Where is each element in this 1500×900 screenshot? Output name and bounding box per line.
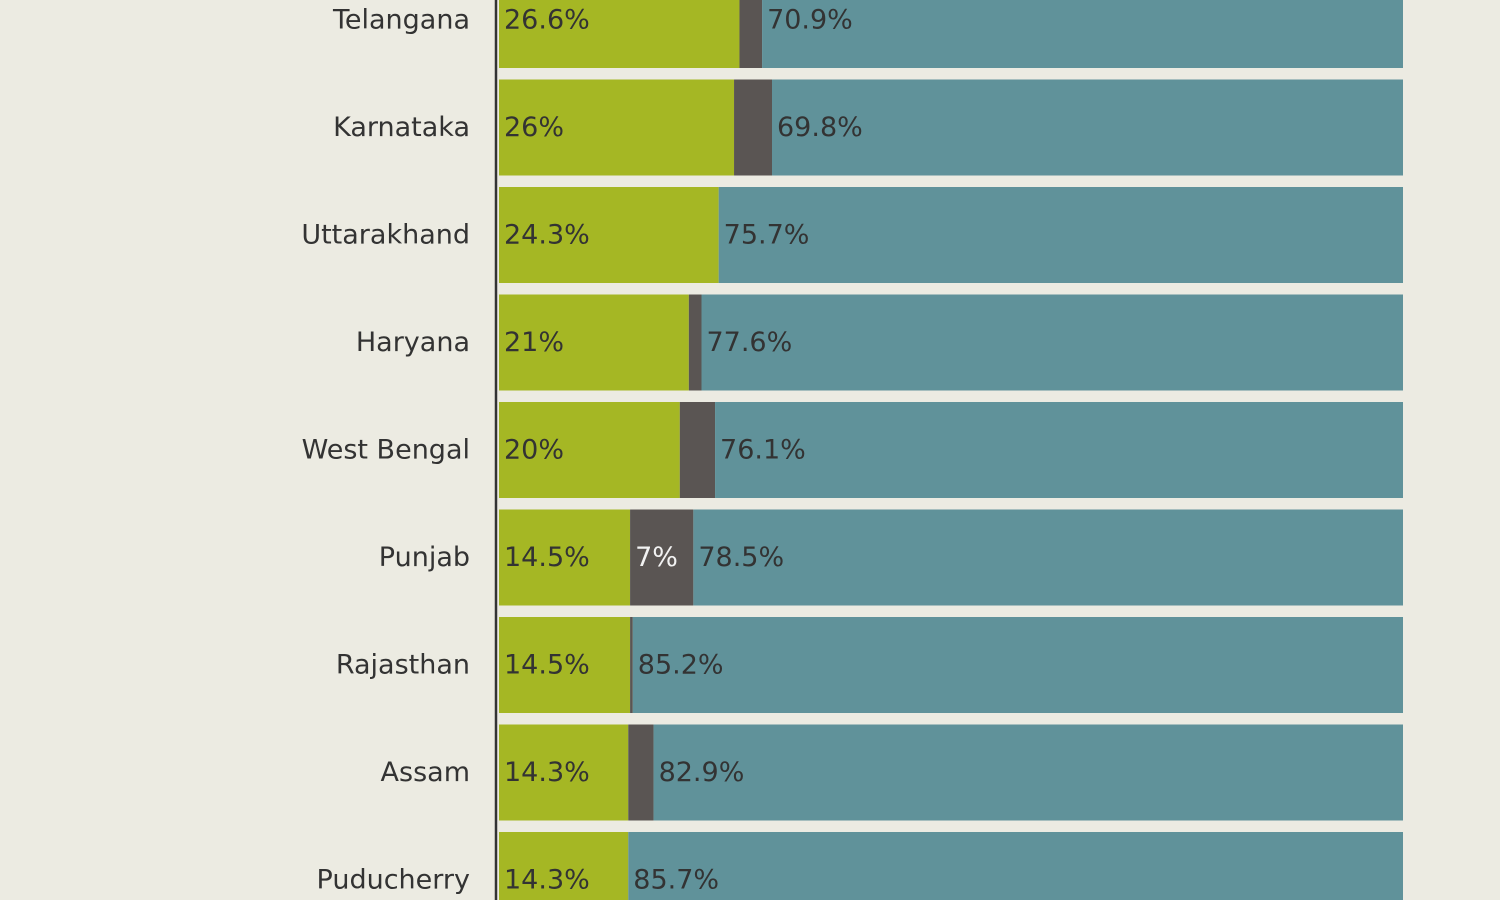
bar-segment <box>630 617 633 713</box>
bar-segment <box>499 187 719 283</box>
data-label: 26% <box>504 112 564 143</box>
data-label: 85.7% <box>633 865 719 896</box>
data-label: 26.6% <box>504 5 590 36</box>
data-label: 14.3% <box>504 757 590 788</box>
data-label: 76.1% <box>720 435 806 466</box>
data-label: 82.9% <box>659 757 745 788</box>
bar-segment <box>701 294 1403 391</box>
category-label: Telangana <box>332 5 470 36</box>
bar-segment <box>679 402 716 498</box>
bar-segment <box>499 509 631 606</box>
data-label: 77.6% <box>706 327 792 358</box>
data-label: 70.9% <box>767 5 853 36</box>
data-label: 85.2% <box>638 650 724 681</box>
data-label: 20% <box>504 435 564 466</box>
bar-segment <box>499 402 680 498</box>
bar-segment <box>734 79 773 176</box>
bar-segment <box>499 617 631 713</box>
category-label: Assam <box>381 757 470 788</box>
bar-segment <box>499 0 740 68</box>
bar-segment <box>693 509 1403 606</box>
bar-segment <box>715 402 1403 498</box>
bar-segment <box>499 724 629 821</box>
data-label: 24.3% <box>504 220 590 251</box>
data-label: 14.5% <box>504 650 590 681</box>
bar-segment <box>688 294 702 391</box>
data-label: 78.5% <box>698 542 784 573</box>
data-label: 7% <box>635 542 678 573</box>
data-label: 21% <box>504 327 564 358</box>
category-label: Punjab <box>379 542 470 573</box>
data-label: 69.8% <box>777 112 863 143</box>
bar-segment <box>632 617 1403 713</box>
category-label: Rajasthan <box>336 650 470 681</box>
data-label: 75.7% <box>724 220 810 251</box>
data-label: 14.5% <box>504 542 590 573</box>
bar-segment <box>499 832 629 900</box>
bar-segment <box>628 724 654 821</box>
bar-segment <box>772 79 1403 176</box>
bar-segment <box>718 187 1403 283</box>
bar-segment <box>628 832 1403 900</box>
bar-segment <box>499 79 735 176</box>
bar-segment <box>499 294 689 391</box>
bar-segment <box>630 509 694 606</box>
category-label: Puducherry <box>317 865 470 896</box>
bar-segment <box>762 0 1403 68</box>
bar-segment <box>653 724 1403 821</box>
category-label: Uttarakhand <box>301 220 470 251</box>
category-label: West Bengal <box>302 435 470 466</box>
bar-segment <box>739 0 763 68</box>
data-label: 14.3% <box>504 865 590 896</box>
category-label: Karnataka <box>333 112 470 143</box>
category-label: Haryana <box>356 327 470 358</box>
